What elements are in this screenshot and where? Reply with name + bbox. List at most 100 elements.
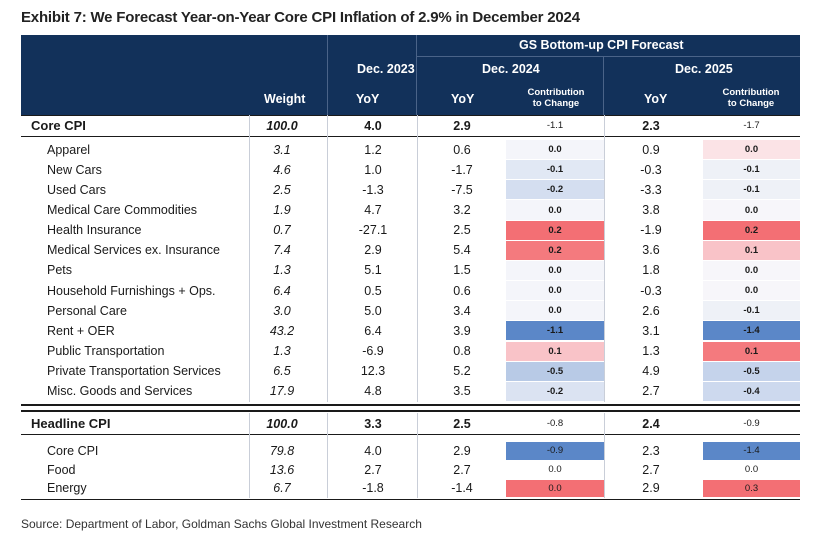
total-underline	[21, 136, 800, 137]
total-c24-cell: -1.1	[546, 120, 564, 131]
section-top-border	[21, 410, 800, 412]
c24-cell: 0.0	[506, 479, 604, 498]
row-label: Core CPI	[47, 443, 99, 458]
c25-cell: -1.4	[703, 321, 800, 341]
weight-cell: 1.3	[273, 263, 291, 278]
weight-cell: 79.8	[269, 443, 295, 458]
c25-cell: 0.1	[703, 341, 800, 361]
y25-cell: 1.8	[642, 263, 660, 278]
y23-cell: -1.8	[362, 481, 384, 496]
column-divider	[417, 413, 418, 499]
row-label: Pets	[47, 263, 73, 278]
table-header: GS Bottom-up CPI Forecast Dec. 2023 Dec.…	[21, 35, 800, 115]
y23-cell: -1.3	[362, 182, 384, 197]
total-c25-cell: -0.9	[743, 418, 760, 429]
row-label: New Cars	[47, 162, 102, 177]
total-weight-cell: 100.0	[266, 118, 298, 133]
row-label: Personal Care	[47, 303, 127, 318]
exhibit-title: Exhibit 7: We Forecast Year-on-Year Core…	[21, 9, 580, 26]
total-y25-cell: 2.3	[642, 118, 660, 133]
dec-2023-heading: Dec. 2023	[357, 62, 415, 76]
total-y24-cell: 2.9	[453, 118, 471, 133]
table-row: Medical Care Commodities 1.9 4.7 3.2 0.0 3.8 0…	[21, 200, 800, 220]
y24-cell: 0.8	[453, 344, 471, 359]
y25-cell: -0.3	[640, 283, 662, 298]
y25-cell: 3.6	[642, 243, 660, 258]
weight-cell: 2.5	[273, 182, 291, 197]
y25-cell: -1.9	[640, 223, 662, 238]
total-row: Core CPI 100.0 4.0 2.9 -1.1 2.3 -1.7	[21, 115, 800, 136]
c25-cell: -0.4	[703, 381, 800, 401]
contrib-2024-heading: Contribution to Change	[527, 87, 585, 109]
y23-cell: 1.0	[364, 162, 382, 177]
weight-cell: 1.3	[273, 344, 291, 359]
c25-cell: 0.0	[703, 140, 800, 160]
row-label: Health Insurance	[47, 223, 142, 238]
table-row: Apparel 3.1 1.2 0.6 0.0 0.9 0.0	[21, 140, 800, 160]
c24-cell: -0.1	[506, 160, 604, 180]
y24-cell: 2.5	[453, 223, 471, 238]
total-weight-cell: 100.0	[266, 416, 298, 431]
table-row: Core CPI 79.8 4.0 2.9 -0.9 2.3 -1.4	[21, 442, 800, 460]
column-divider	[417, 115, 418, 402]
c25-cell: 0.0	[703, 200, 800, 220]
weight-cell: 6.7	[273, 481, 291, 496]
c24-cell: -0.9	[506, 442, 604, 460]
y24-cell: -7.5	[451, 182, 473, 197]
row-label: Energy	[47, 481, 87, 496]
weight-heading: Weight	[264, 92, 306, 106]
weight-cell: 4.6	[273, 162, 291, 177]
c25-cell: 0.2	[703, 220, 800, 240]
y23-cell: 4.8	[364, 384, 382, 399]
header-divider	[416, 56, 800, 57]
total-label: Core CPI	[31, 118, 86, 133]
header-divider	[327, 35, 328, 115]
y24-cell: 1.5	[453, 263, 471, 278]
table-row: Food 13.6 2.7 2.7 0.0 2.7 0.0	[21, 460, 800, 479]
y25-cell: -3.3	[640, 182, 662, 197]
y24-cell: 3.4	[453, 303, 471, 318]
y25-cell: 4.9	[642, 364, 660, 379]
row-label: Household Furnishings + Ops.	[47, 283, 216, 298]
table-row: Used Cars 2.5 -1.3 -7.5 -0.2 -3.3 -0.1	[21, 180, 800, 200]
c24-cell: 0.2	[506, 220, 604, 240]
y24-cell: 3.2	[453, 203, 471, 217]
row-label: Private Transportation Services	[47, 364, 221, 379]
row-label: Misc. Goods and Services	[47, 384, 193, 399]
weight-cell: 6.4	[273, 283, 291, 298]
c24-cell: -0.5	[506, 361, 604, 381]
c24-cell: 0.0	[506, 281, 604, 301]
gs-forecast-heading: GS Bottom-up CPI Forecast	[519, 38, 684, 52]
total-c24-cell: -0.8	[546, 418, 564, 429]
total-y23-cell: 3.3	[364, 416, 382, 431]
c25-cell: 0.0	[703, 260, 800, 281]
column-divider	[604, 115, 605, 402]
dec-2024-heading: Dec. 2024	[482, 62, 540, 76]
y25-cell: 2.9	[642, 481, 660, 496]
c24-cell: 0.1	[506, 341, 604, 361]
yoy-2023-heading: YoY	[356, 92, 380, 106]
source-note: Source: Department of Labor, Goldman Sac…	[21, 517, 422, 531]
row-label: Apparel	[47, 142, 91, 157]
weight-cell: 3.1	[273, 142, 291, 157]
weight-cell: 13.6	[269, 462, 295, 477]
y23-cell: 4.7	[364, 203, 382, 217]
y25-cell: 0.9	[642, 142, 660, 157]
c25-cell: 0.0	[703, 460, 800, 479]
weight-cell: 6.5	[273, 364, 291, 379]
table-row: Household Furnishings + Ops. 6.4 0.5 0.6 0.0…	[21, 281, 800, 301]
y23-cell: 1.2	[364, 142, 382, 157]
table-row: Public Transportation 1.3 -6.9 0.8 0.1 1.3 0.1	[21, 341, 800, 361]
column-divider	[604, 413, 605, 499]
total-row: Headline CPI 100.0 3.3 2.5 -0.8 2.4 -0.9	[21, 413, 800, 434]
yoy-2024-heading: YoY	[451, 92, 475, 106]
table-row: New Cars 4.6 1.0 -1.7 -0.1 -0.3 -0.1	[21, 160, 800, 180]
weight-cell: 17.9	[269, 384, 295, 399]
y23-cell: 2.7	[364, 462, 382, 477]
c25-cell: 0.3	[703, 479, 800, 498]
table-row: Rent + OER 43.2 6.4 3.9 -1.1 3.1 -1.4	[21, 321, 800, 341]
row-label: Rent + OER	[47, 323, 115, 338]
weight-cell: 0.7	[273, 223, 291, 238]
y25-cell: 2.6	[642, 303, 660, 318]
total-underline	[21, 434, 800, 435]
